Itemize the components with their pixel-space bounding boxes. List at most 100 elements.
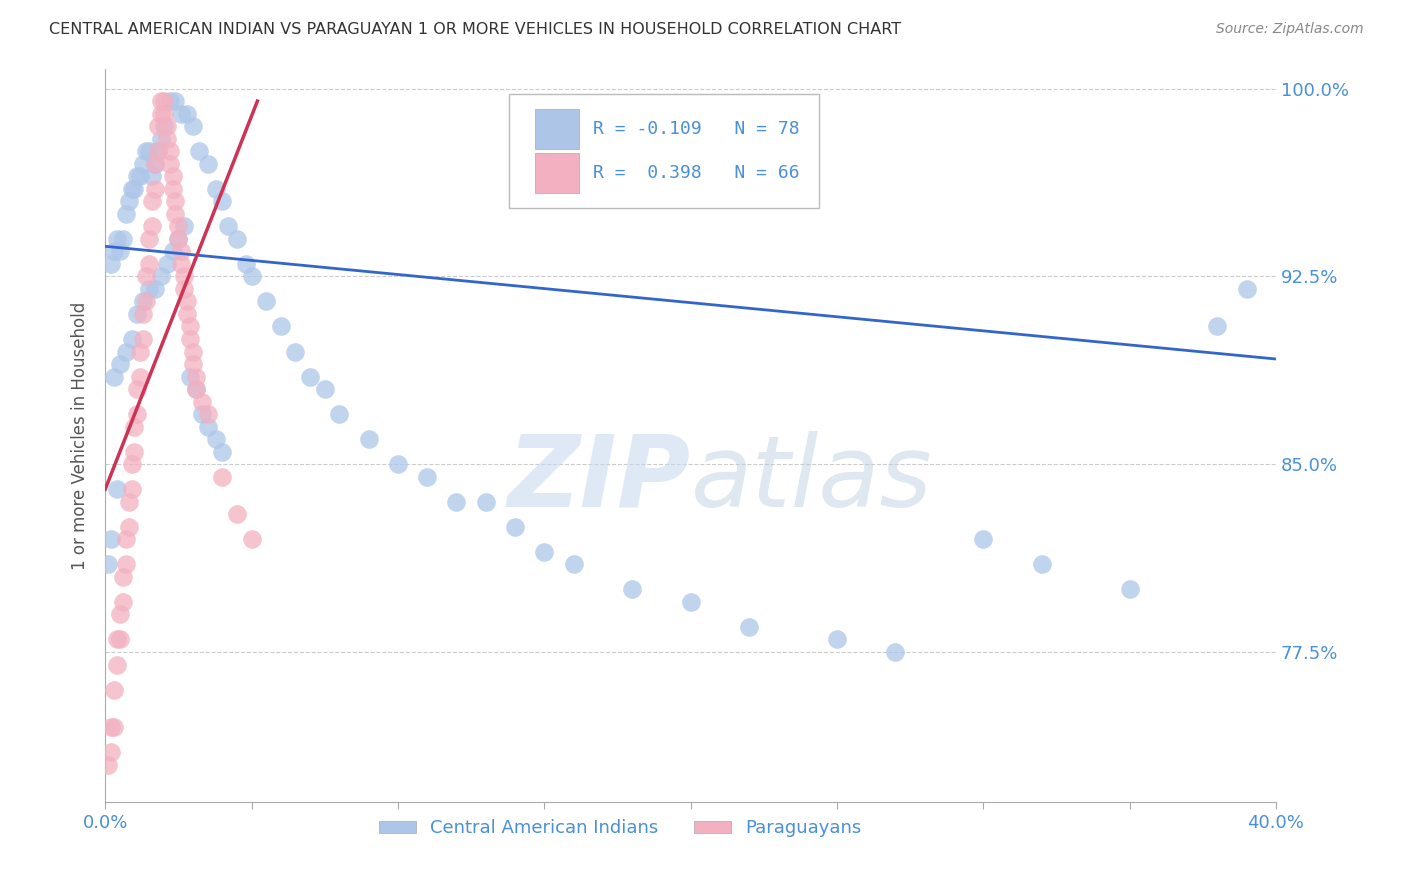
Point	[170, 106, 193, 120]
Point	[149, 94, 172, 108]
Point	[105, 657, 128, 672]
Point	[132, 332, 155, 346]
Point	[135, 294, 157, 309]
Point	[165, 194, 187, 209]
Point	[270, 319, 292, 334]
Bar	[534, 153, 579, 193]
Bar	[534, 109, 579, 150]
Point	[217, 219, 239, 234]
Point	[176, 106, 198, 120]
Point	[184, 382, 207, 396]
Point	[299, 369, 322, 384]
Point	[146, 119, 169, 133]
Point	[159, 156, 181, 170]
Point	[100, 745, 122, 759]
Point	[143, 282, 166, 296]
Point	[679, 595, 702, 609]
Point	[211, 469, 233, 483]
Point	[159, 144, 181, 158]
Point	[1206, 319, 1229, 334]
Point	[111, 595, 134, 609]
Point	[254, 294, 277, 309]
Point	[103, 369, 125, 384]
Point	[141, 169, 163, 184]
Text: atlas: atlas	[690, 431, 932, 528]
Point	[226, 508, 249, 522]
Point	[235, 257, 257, 271]
Point	[165, 94, 187, 108]
Point	[121, 332, 143, 346]
Point	[205, 432, 228, 446]
Point	[387, 457, 409, 471]
Point	[117, 194, 139, 209]
Point	[562, 558, 585, 572]
Point	[179, 369, 201, 384]
Point	[114, 207, 136, 221]
Point	[135, 269, 157, 284]
Point	[105, 632, 128, 647]
Point	[314, 382, 336, 396]
Point	[143, 182, 166, 196]
Point	[181, 344, 204, 359]
Point	[152, 106, 174, 120]
FancyBboxPatch shape	[509, 95, 820, 208]
Point	[108, 357, 131, 371]
Point	[240, 533, 263, 547]
Point	[100, 257, 122, 271]
Point	[108, 632, 131, 647]
Point	[211, 194, 233, 209]
Point	[328, 407, 350, 421]
Point	[167, 219, 190, 234]
Y-axis label: 1 or more Vehicles in Household: 1 or more Vehicles in Household	[72, 301, 89, 569]
Point	[127, 407, 149, 421]
Point	[181, 357, 204, 371]
Point	[143, 156, 166, 170]
Point	[108, 244, 131, 259]
Text: CENTRAL AMERICAN INDIAN VS PARAGUAYAN 1 OR MORE VEHICLES IN HOUSEHOLD CORRELATIO: CENTRAL AMERICAN INDIAN VS PARAGUAYAN 1 …	[49, 22, 901, 37]
Point	[416, 469, 439, 483]
Point	[114, 558, 136, 572]
Point	[100, 720, 122, 734]
Point	[176, 307, 198, 321]
Point	[141, 194, 163, 209]
Point	[103, 682, 125, 697]
Point	[143, 156, 166, 170]
Point	[117, 520, 139, 534]
Point	[149, 269, 172, 284]
Point	[205, 182, 228, 196]
Point	[121, 482, 143, 496]
Point	[117, 495, 139, 509]
Point	[100, 533, 122, 547]
Point	[159, 94, 181, 108]
Point	[149, 106, 172, 120]
Point	[173, 269, 195, 284]
Point	[124, 182, 146, 196]
Point	[132, 294, 155, 309]
Point	[474, 495, 496, 509]
Point	[184, 382, 207, 396]
Text: R = -0.109   N = 78: R = -0.109 N = 78	[593, 120, 800, 138]
Point	[181, 119, 204, 133]
Point	[129, 344, 152, 359]
Point	[197, 156, 219, 170]
Point	[121, 182, 143, 196]
Point	[184, 369, 207, 384]
Point	[176, 294, 198, 309]
Text: Source: ZipAtlas.com: Source: ZipAtlas.com	[1216, 22, 1364, 37]
Point	[111, 232, 134, 246]
Point	[127, 382, 149, 396]
Point	[1031, 558, 1053, 572]
Point	[884, 645, 907, 659]
Point	[97, 757, 120, 772]
Legend: Central American Indians, Paraguayans: Central American Indians, Paraguayans	[373, 812, 869, 845]
Point	[108, 607, 131, 622]
Point	[503, 520, 526, 534]
Point	[97, 558, 120, 572]
Point	[179, 332, 201, 346]
Point	[170, 257, 193, 271]
Point	[191, 394, 214, 409]
Point	[111, 570, 134, 584]
Point	[173, 219, 195, 234]
Point	[165, 207, 187, 221]
Point	[149, 131, 172, 145]
